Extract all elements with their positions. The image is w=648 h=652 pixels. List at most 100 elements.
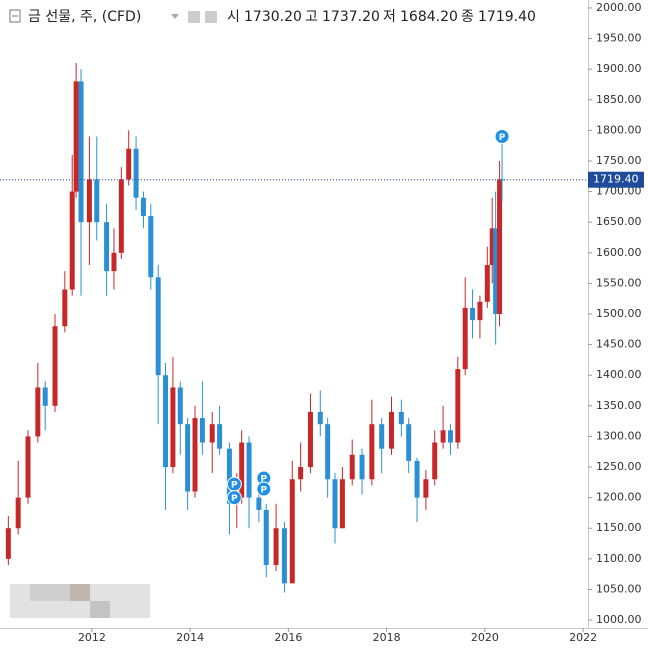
close-value: 1719.40 <box>478 9 536 25</box>
y-tick-label: 1750.00 <box>596 154 642 167</box>
open-label: 시 <box>227 9 240 25</box>
candle <box>155 265 161 425</box>
candle-body <box>369 424 375 480</box>
candle-body <box>289 479 295 584</box>
candle <box>332 473 338 544</box>
x-tick-label: 2014 <box>176 631 204 644</box>
high-label: 고 <box>305 9 318 25</box>
candle <box>447 424 453 455</box>
y-tick-label: 1700.00 <box>596 185 642 198</box>
candle-body <box>73 81 79 192</box>
candle-body <box>359 454 365 480</box>
candle-body <box>489 228 495 266</box>
candle <box>177 381 183 455</box>
candle-body <box>462 307 468 370</box>
candle <box>239 430 245 504</box>
candle <box>398 399 404 437</box>
candle-body <box>432 442 438 480</box>
header: 금 선물, 주, (CFD) 시 1730.20 고 1737.20 저 168… <box>9 9 536 25</box>
candle <box>69 154 75 296</box>
candle-body <box>69 191 75 290</box>
open-value: 1730.20 <box>244 9 302 25</box>
y-tick-label: 1250.00 <box>596 460 642 473</box>
candle-body <box>317 411 323 425</box>
blur-block <box>70 584 90 601</box>
candle-body <box>217 424 223 449</box>
event-marker-label: P <box>260 475 267 485</box>
candle <box>5 515 11 565</box>
candle-body <box>163 375 169 468</box>
candle <box>369 399 375 486</box>
last-price-tag <box>588 171 644 188</box>
candle <box>170 356 176 474</box>
candle-body <box>5 528 11 559</box>
candle <box>423 470 429 510</box>
candle <box>86 136 92 266</box>
candle-body <box>111 252 117 272</box>
candle-body <box>332 479 338 529</box>
event-marker-dot <box>256 481 272 497</box>
candle-body <box>15 497 21 529</box>
candle-body <box>493 228 499 314</box>
candle-body <box>192 418 198 492</box>
y-tick-label: 1350.00 <box>596 399 642 412</box>
candle <box>325 418 331 498</box>
candle-body <box>35 387 41 437</box>
candle-body <box>226 448 232 504</box>
candle <box>455 356 461 449</box>
dropdown-icon[interactable] <box>171 14 179 19</box>
event-marker-dot <box>226 490 242 506</box>
y-tick-label: 1050.00 <box>596 582 642 595</box>
candle <box>499 137 505 202</box>
event-marker: P <box>226 476 242 492</box>
high-value: 1737.20 <box>322 9 380 25</box>
candle-body <box>440 430 446 443</box>
event-marker: P <box>256 481 272 497</box>
candle <box>118 167 124 259</box>
candle-body <box>209 424 215 443</box>
y-tick-label: 1900.00 <box>596 62 642 75</box>
candle-body <box>177 387 183 425</box>
settings-icon[interactable] <box>205 11 217 23</box>
candle-body <box>484 265 490 302</box>
candle <box>192 405 198 498</box>
event-marker: P <box>226 490 242 506</box>
candle <box>148 203 154 290</box>
candle-body <box>52 326 58 406</box>
candle <box>104 203 110 296</box>
candle <box>389 396 395 455</box>
candle-body <box>239 442 245 498</box>
candle <box>489 197 495 284</box>
candle-body <box>94 179 100 223</box>
candle <box>140 191 146 229</box>
y-tick-label: 1650.00 <box>596 215 642 228</box>
candle-body <box>86 179 92 223</box>
candle-body <box>447 430 453 443</box>
event-marker-label: P <box>231 481 238 491</box>
x-tick-label: 2020 <box>471 631 499 644</box>
candle <box>35 362 41 443</box>
candle-body <box>379 424 385 449</box>
candle-body <box>104 222 110 272</box>
candle <box>73 63 79 198</box>
candle-body <box>307 411 313 468</box>
last-price-label: 1719.40 <box>593 173 639 186</box>
candle-body <box>148 216 154 278</box>
settings-icon[interactable] <box>188 11 200 23</box>
candle <box>25 430 31 504</box>
candle <box>462 277 468 376</box>
collapse-icon[interactable] <box>9 9 21 23</box>
candle <box>111 228 117 290</box>
blur-block <box>90 601 110 618</box>
candle <box>349 439 355 486</box>
candle-body <box>78 81 84 223</box>
candle <box>317 390 323 437</box>
y-tick-label: 1850.00 <box>596 93 642 106</box>
x-tick-label: 2022 <box>569 631 597 644</box>
y-tick-label: 1600.00 <box>596 246 642 259</box>
candle <box>78 69 84 296</box>
candle <box>477 295 483 339</box>
candle <box>52 314 58 412</box>
candle-body <box>389 411 395 449</box>
low-label: 저 <box>383 9 396 25</box>
